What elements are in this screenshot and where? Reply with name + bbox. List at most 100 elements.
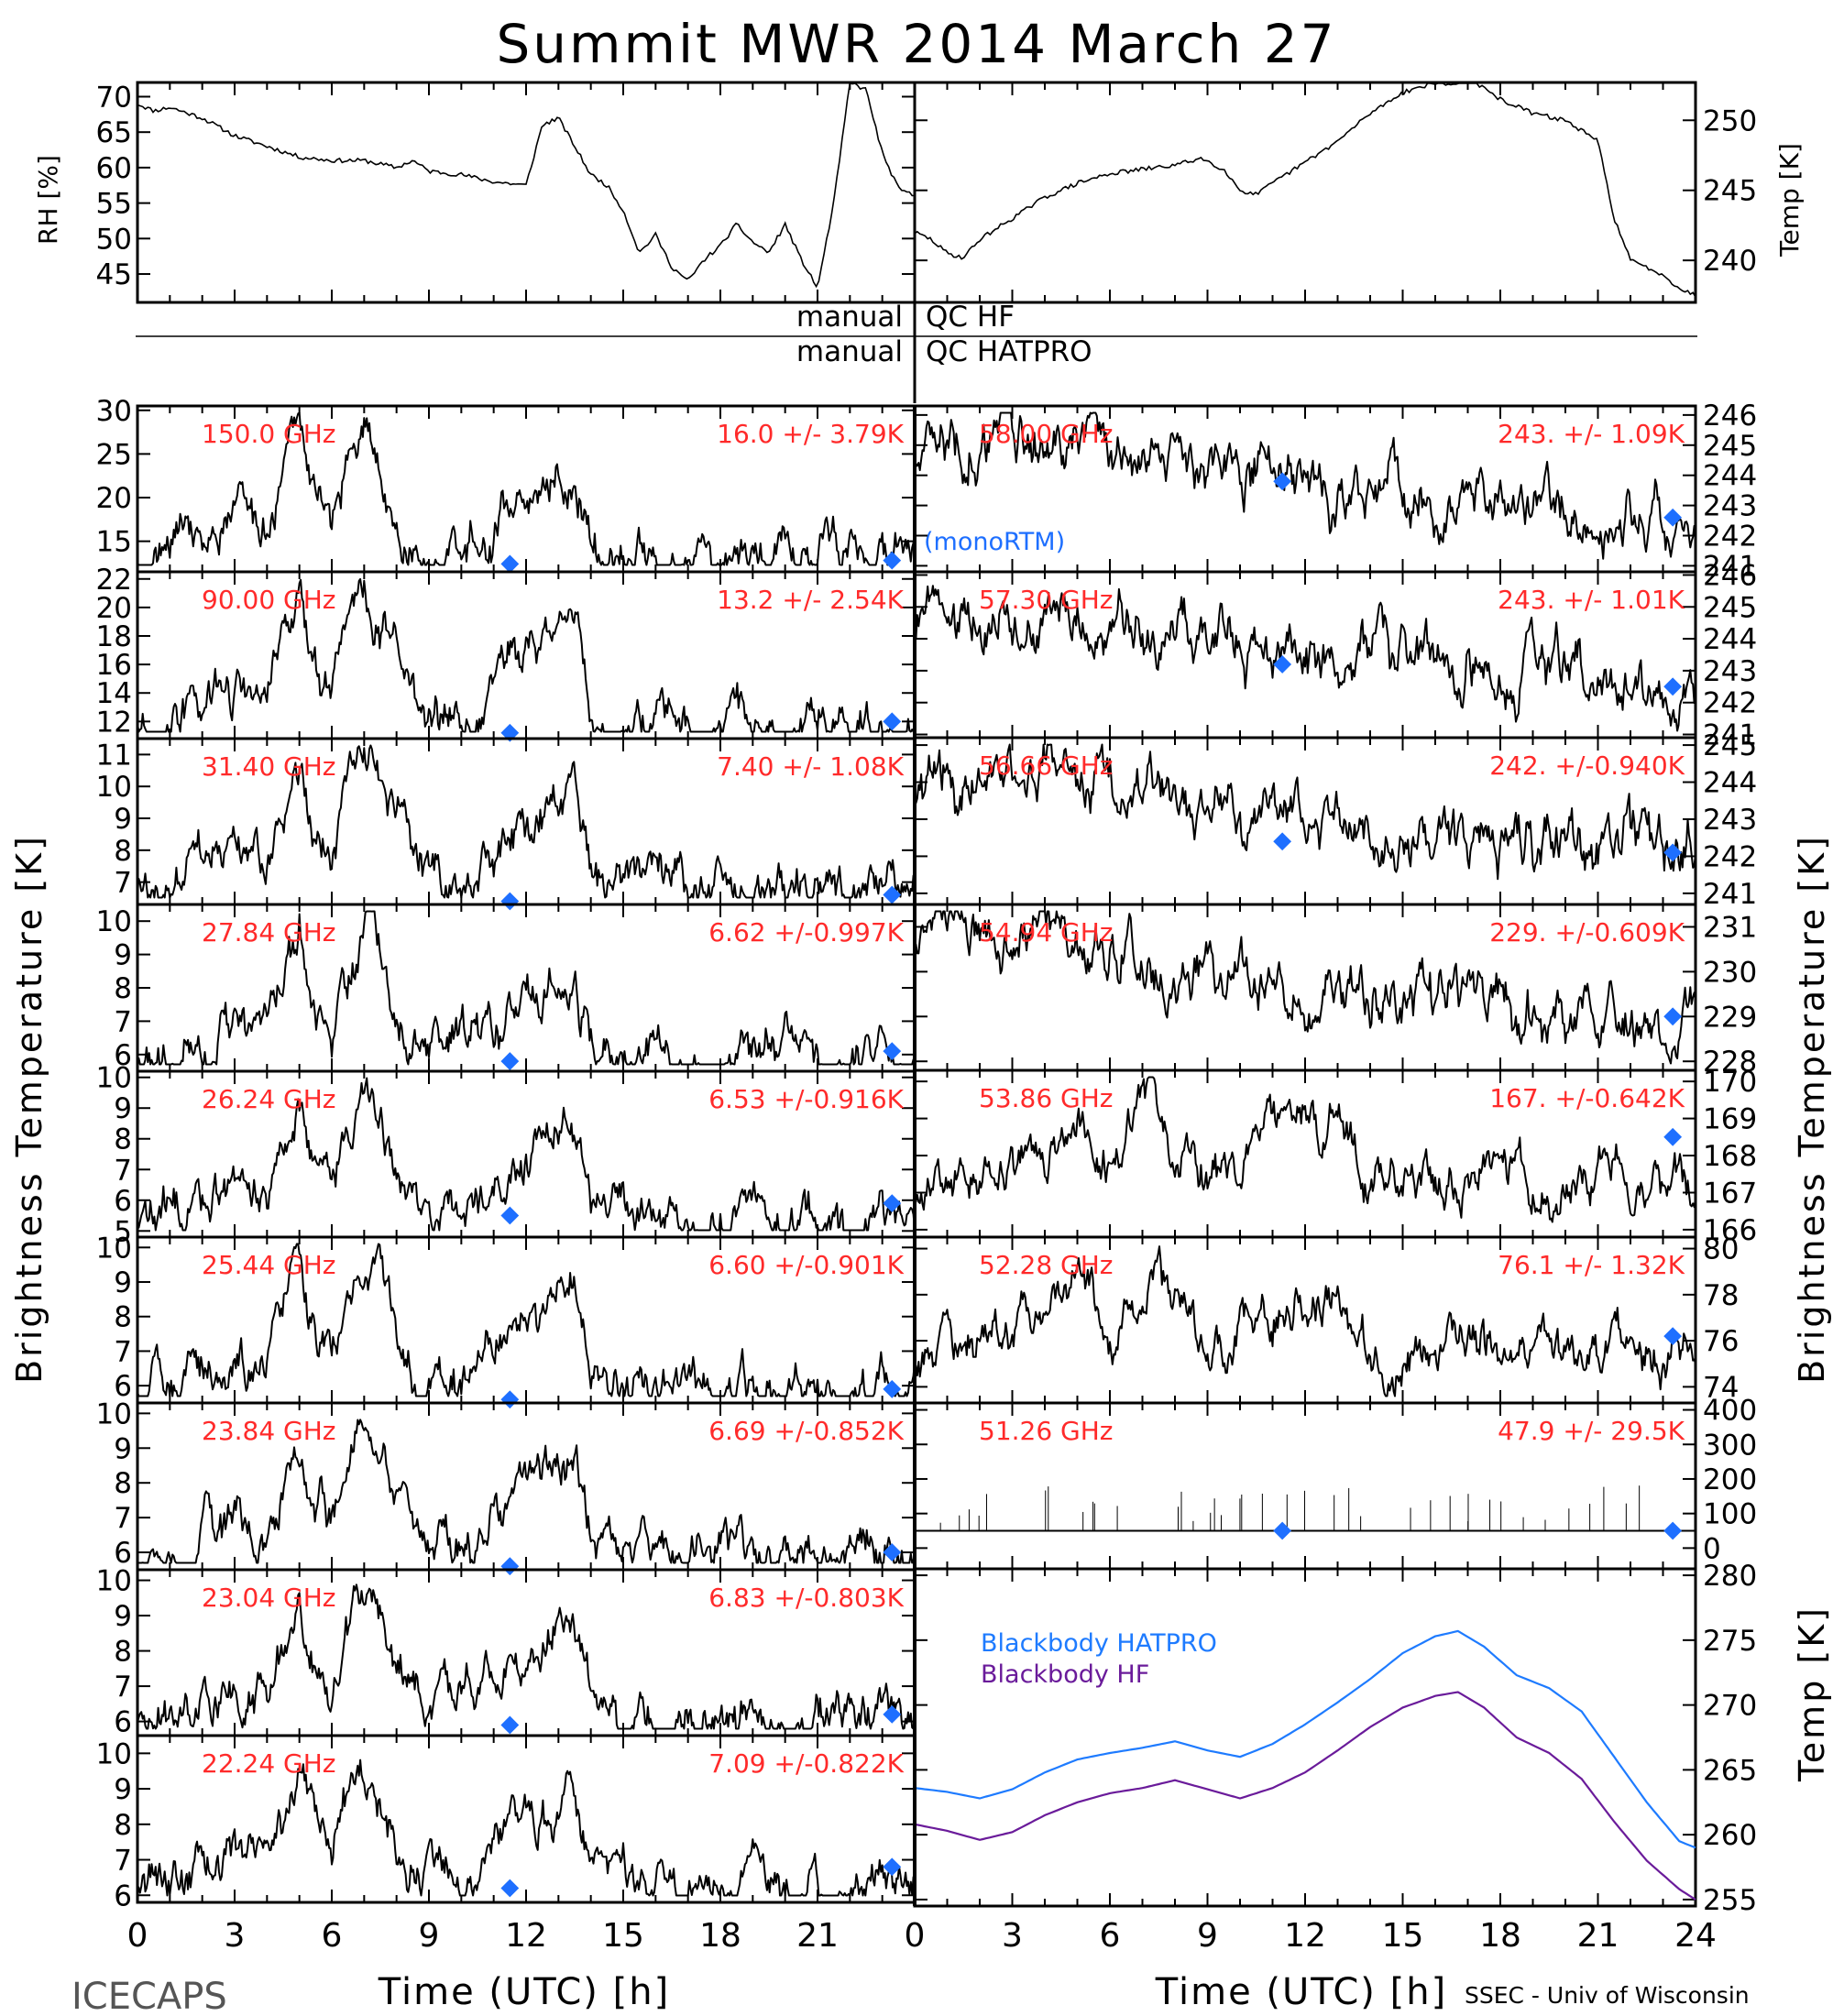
left-ch7-ytick-label: 7 — [114, 1671, 132, 1704]
x-tick-label-left: 0 — [127, 1917, 148, 1955]
left-ch4-model-point — [500, 1206, 520, 1225]
left-ch3-model-point — [500, 1052, 520, 1070]
left-ch4-model-point — [883, 1194, 902, 1213]
right-ch3-ytick-label: 231 — [1703, 911, 1757, 944]
left-ch3-ytick-label: 10 — [96, 905, 132, 938]
left-ch4-ytick-label: 5 — [114, 1215, 132, 1248]
model-legend: (monoRTM) — [924, 528, 1065, 556]
right-ch0-freq-label: 58.00 GHz — [979, 419, 1114, 449]
x-tick-label-left: 9 — [419, 1917, 440, 1955]
right-ch3-stat-label: 229. +/-0.609K — [1489, 917, 1685, 948]
right-ch1-ytick-label: 244 — [1703, 623, 1757, 656]
right-ch1-model-point — [1273, 655, 1292, 674]
right-ch1-ytick-label: 241 — [1703, 719, 1757, 752]
bb-ytick-label: 280 — [1703, 1560, 1757, 1593]
x-tick-label-right: 0 — [905, 1917, 926, 1955]
left-ch3-ytick-label: 7 — [114, 1005, 132, 1038]
left-ch1-stat-label: 13.2 +/- 2.54K — [717, 585, 904, 615]
right-ch0-stat-label: 243. +/- 1.09K — [1498, 419, 1685, 449]
left-ch0-model-point — [500, 554, 520, 574]
left-ch4-ytick-label: 7 — [114, 1154, 132, 1187]
left-ch1-ytick-label: 20 — [96, 592, 132, 625]
left-ch7-ytick-label: 9 — [114, 1600, 132, 1633]
right-ch6-stat-label: 47.9 +/- 29.5K — [1498, 1416, 1685, 1446]
right-ch5-stat-label: 76.1 +/- 1.32K — [1498, 1250, 1685, 1280]
left-ch7-model-point — [883, 1704, 902, 1724]
right-ch0-ytick-label: 244 — [1703, 460, 1757, 493]
x-tick-label-right: 21 — [1577, 1917, 1619, 1955]
bb-ytick-label: 275 — [1703, 1625, 1757, 1658]
left-ch1-ytick-label: 16 — [96, 649, 132, 682]
left-ch2-ytick-label: 9 — [114, 803, 132, 836]
right-ch2-ytick-label: 245 — [1703, 729, 1757, 762]
temp-ytick-label: 245 — [1703, 175, 1757, 208]
right-ch6-model-point — [1273, 1521, 1292, 1540]
bb-ytick-label: 270 — [1703, 1690, 1757, 1723]
right-ch5-ytick-label: 76 — [1703, 1325, 1739, 1358]
rh-ytick-label: 45 — [96, 258, 132, 291]
left-ch4-trace — [137, 1077, 916, 1232]
rh-ytick-label: 70 — [96, 81, 132, 114]
left-ch0-freq-label: 150.0 GHz — [202, 419, 336, 449]
figure-title: Summit MWR 2014 March 27 — [496, 13, 1336, 75]
right-ch6-freq-label: 51.26 GHz — [979, 1416, 1114, 1446]
rh-ytick-label: 60 — [96, 152, 132, 185]
left-ch8-stat-label: 7.09 +/-0.822K — [708, 1748, 904, 1779]
left-ch5-model-point — [500, 1390, 520, 1409]
left-ch7-ytick-label: 10 — [96, 1565, 132, 1598]
left-ch2-ytick-label: 11 — [96, 739, 132, 772]
left-ch6-ytick-label: 7 — [114, 1502, 132, 1535]
left-ch5-ytick-label: 8 — [114, 1301, 132, 1334]
right-ch5-trace — [914, 1245, 1696, 1397]
right-ch1-ytick-label: 243 — [1703, 655, 1757, 688]
left-ch7-ytick-label: 8 — [114, 1636, 132, 1669]
left-ch6-model-point — [500, 1557, 520, 1576]
left-ch6-stat-label: 6.69 +/-0.852K — [708, 1416, 904, 1446]
right-ch0-trace — [914, 411, 1696, 560]
left-ch5-ytick-label: 9 — [114, 1266, 132, 1299]
right-ch5-model-point — [1663, 1327, 1683, 1345]
bb-frame — [913, 1567, 1697, 1908]
right-ch3-ytick-label: 228 — [1703, 1046, 1757, 1079]
right-ch2-stat-label: 242. +/-0.940K — [1489, 751, 1685, 781]
right-ch0-ytick-label: 241 — [1703, 550, 1757, 583]
right-ch2-freq-label: 56.66 GHz — [979, 751, 1114, 781]
right-ch2-trace — [914, 743, 1696, 881]
right-ch4-ytick-label: 169 — [1703, 1103, 1757, 1136]
left-ch1-ytick-label: 18 — [96, 620, 132, 653]
left-ch8-model-point — [500, 1879, 520, 1898]
left-ch3-freq-label: 27.84 GHz — [202, 917, 336, 948]
temp-ytick-label: 240 — [1703, 245, 1757, 278]
left-ch6-ytick-label: 10 — [96, 1397, 132, 1430]
qc-hatpro-manual-label: manual — [796, 335, 903, 368]
left-ch5-ytick-label: 10 — [96, 1232, 132, 1265]
left-ch7-ytick-label: 6 — [114, 1706, 132, 1739]
left-ch8-ytick-label: 8 — [114, 1809, 132, 1842]
left-ch3-ytick-label: 6 — [114, 1039, 132, 1072]
right-ch4-ytick-label: 166 — [1703, 1214, 1757, 1247]
right-ch4-stat-label: 167. +/-0.642K — [1489, 1083, 1685, 1113]
temp-trace — [914, 82, 1696, 298]
right-ch0-ytick-label: 242 — [1703, 520, 1757, 553]
right-ch6-ytick-label: 0 — [1703, 1532, 1721, 1565]
left-ch2-stat-label: 7.40 +/- 1.08K — [717, 751, 904, 782]
left-ch1-ytick-label: 22 — [96, 564, 132, 597]
bb-ytick-label: 255 — [1703, 1884, 1757, 1917]
left-ch5-ytick-label: 6 — [114, 1370, 132, 1403]
left-ch2-model-point — [883, 885, 902, 904]
right-ch0-model-point — [1663, 508, 1683, 527]
left-ch5-freq-label: 25.44 GHz — [202, 1250, 336, 1280]
left-ch4-freq-label: 26.24 GHz — [202, 1084, 336, 1114]
left-ch7-trace — [137, 1583, 916, 1730]
bb-legend-hf: Blackbody HF — [981, 1660, 1149, 1689]
x-tick-label-right: 9 — [1197, 1917, 1218, 1955]
left-ch8-trace — [137, 1759, 916, 1897]
right-ch6-ytick-label: 100 — [1703, 1498, 1757, 1531]
right-ch4-ytick-label: 168 — [1703, 1140, 1757, 1173]
temp-frame — [913, 81, 1697, 304]
bb-y-axis-label: Temp [K] — [1792, 1605, 1832, 1782]
right-ch0-ytick-label: 245 — [1703, 430, 1757, 463]
left-ch7-model-point — [500, 1715, 520, 1735]
left-ch8-ytick-label: 6 — [114, 1879, 132, 1912]
